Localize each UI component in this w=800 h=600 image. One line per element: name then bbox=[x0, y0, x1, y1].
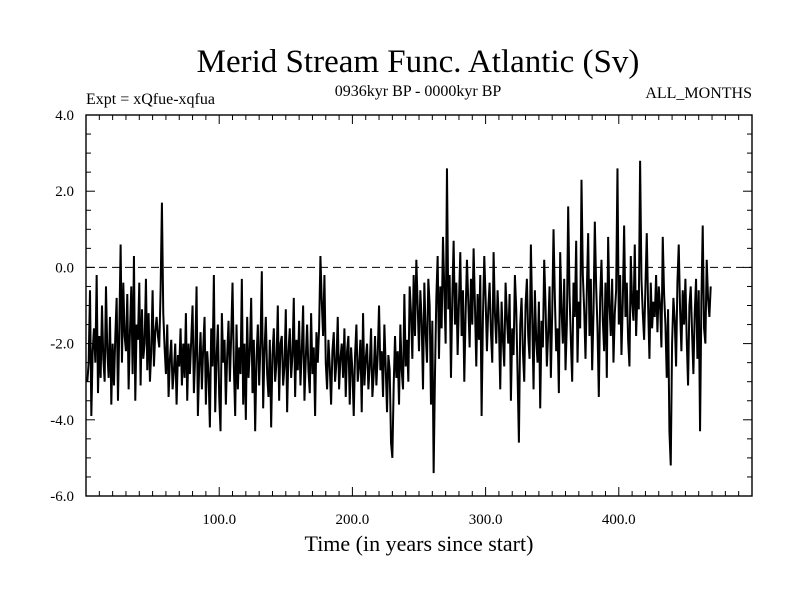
series-line bbox=[86, 160, 712, 474]
x-axis: 100.0 200.0 300.0 400.0 bbox=[98, 115, 740, 528]
months-label: ALL_MONTHS bbox=[645, 85, 752, 102]
x-axis-label: Time (in years since start) bbox=[305, 531, 534, 556]
y-tick-label: -6.0 bbox=[50, 489, 74, 505]
y-tick-label: -4.0 bbox=[50, 413, 74, 429]
y-axis: 4.0 2.0 0.0 -2.0 -4.0 -6.0 bbox=[50, 108, 752, 505]
plot-area: 100.0 200.0 300.0 400.0 4.0 2.0 0.0 -2.0 -4.0 -6… bbox=[50, 108, 753, 528]
y-tick-label: 0.0 bbox=[55, 260, 74, 276]
y-tick-label: 4.0 bbox=[55, 108, 74, 124]
x-tick-label: 200.0 bbox=[336, 512, 370, 528]
x-tick-label: 300.0 bbox=[469, 512, 503, 528]
y-tick-label: 2.0 bbox=[55, 184, 74, 200]
time-range-label: 0936kyr BP - 0000kyr BP bbox=[335, 83, 502, 100]
experiment-label: Expt = xQfue-xqfua bbox=[86, 91, 215, 108]
y-tick-label: -2.0 bbox=[50, 337, 74, 353]
chart-title: Merid Stream Func. Atlantic (Sv) bbox=[197, 44, 640, 80]
x-tick-label: 400.0 bbox=[602, 512, 636, 528]
x-tick-label: 100.0 bbox=[202, 512, 236, 528]
